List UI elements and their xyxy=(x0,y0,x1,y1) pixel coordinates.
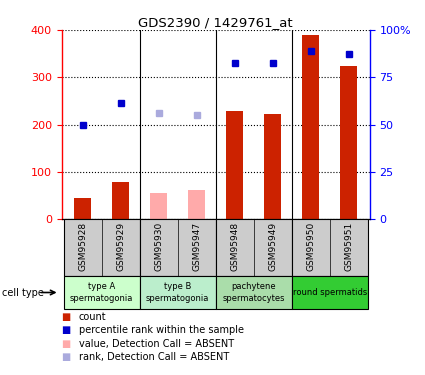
Text: ■: ■ xyxy=(62,326,71,335)
Bar xyxy=(340,66,357,219)
Text: ■: ■ xyxy=(62,352,71,362)
Text: GSM95930: GSM95930 xyxy=(154,222,163,271)
Text: type B
spermatogonia: type B spermatogonia xyxy=(146,282,210,303)
Text: ■: ■ xyxy=(62,339,71,349)
Text: round spermatids: round spermatids xyxy=(293,288,367,297)
Bar xyxy=(112,182,129,219)
Bar xyxy=(63,219,139,276)
Bar xyxy=(150,194,167,219)
Text: GSM95929: GSM95929 xyxy=(116,222,125,271)
Bar xyxy=(292,276,368,309)
Text: pachytene
spermatocytes: pachytene spermatocytes xyxy=(222,282,285,303)
Text: GSM95950: GSM95950 xyxy=(306,222,315,271)
Title: GDS2390 / 1429761_at: GDS2390 / 1429761_at xyxy=(139,16,293,29)
Text: GSM95928: GSM95928 xyxy=(78,222,87,271)
Text: GSM95947: GSM95947 xyxy=(192,222,201,271)
Bar xyxy=(264,114,281,219)
Text: value, Detection Call = ABSENT: value, Detection Call = ABSENT xyxy=(79,339,234,349)
Bar xyxy=(226,111,243,219)
Text: GSM95948: GSM95948 xyxy=(230,222,239,271)
Bar xyxy=(74,198,91,219)
Text: rank, Detection Call = ABSENT: rank, Detection Call = ABSENT xyxy=(79,352,229,362)
Bar xyxy=(215,219,292,276)
Bar xyxy=(63,276,139,309)
Bar xyxy=(292,219,368,276)
Text: cell type: cell type xyxy=(2,288,44,297)
Text: GSM95951: GSM95951 xyxy=(344,222,353,271)
Bar xyxy=(139,276,215,309)
Text: type A
spermatogonia: type A spermatogonia xyxy=(70,282,133,303)
Bar xyxy=(188,190,205,219)
Text: count: count xyxy=(79,312,106,322)
Bar xyxy=(302,35,319,219)
Bar xyxy=(215,276,292,309)
Bar xyxy=(139,219,215,276)
Text: GSM95949: GSM95949 xyxy=(268,222,277,271)
Text: ■: ■ xyxy=(62,312,71,322)
Text: percentile rank within the sample: percentile rank within the sample xyxy=(79,326,244,335)
